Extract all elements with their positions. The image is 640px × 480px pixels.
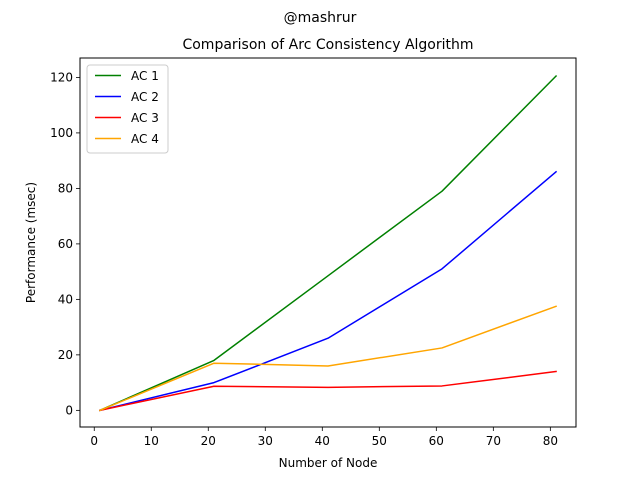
x-tick-label: 20 (201, 434, 216, 448)
y-tick-label: 120 (50, 70, 73, 84)
chart-suptitle: @mashrur (284, 10, 357, 26)
legend-entry: AC 2 (131, 90, 159, 104)
x-tick-label: 0 (90, 434, 98, 448)
legend-box (86, 64, 169, 154)
x-axis-ticks: 0 10 20 30 40 50 60 70 80 (90, 427, 558, 448)
x-tick-label: 10 (144, 434, 159, 448)
x-tick-label: 70 (486, 434, 501, 448)
series-line-ac-4 (98, 305, 558, 412)
x-axis-label: Number of Node (279, 456, 378, 470)
series-line-ac-3 (99, 370, 557, 412)
legend-entry: AC 3 (131, 111, 159, 125)
y-tick-label: 0 (65, 403, 73, 417)
x-tick-label: 30 (258, 434, 273, 448)
legend-entry: AC 4 (131, 132, 159, 146)
x-tick-label: 80 (543, 434, 558, 448)
y-tick-label: 100 (50, 126, 73, 140)
series-layer (98, 74, 558, 412)
chart-title: Comparison of Arc Consistency Algorithm (182, 37, 473, 53)
y-tick-label: 40 (58, 292, 73, 306)
x-tick-label: 50 (372, 434, 387, 448)
legend: AC 1 AC 2 AC 3 AC 4 (86, 64, 169, 154)
y-axis-ticks: 0 20 40 60 80 100 120 (50, 70, 80, 417)
x-tick-label: 40 (315, 434, 330, 448)
series-line-ac-2 (99, 170, 558, 412)
y-tick-label: 80 (58, 181, 73, 195)
plot-frame (79, 57, 577, 428)
legend-entry: AC 1 (131, 69, 159, 83)
y-tick-label: 60 (58, 237, 73, 251)
y-axis-label: Performance (msec) (24, 182, 38, 303)
series-line-ac-1 (98, 74, 558, 412)
x-tick-label: 60 (429, 434, 444, 448)
y-tick-label: 20 (58, 348, 73, 362)
